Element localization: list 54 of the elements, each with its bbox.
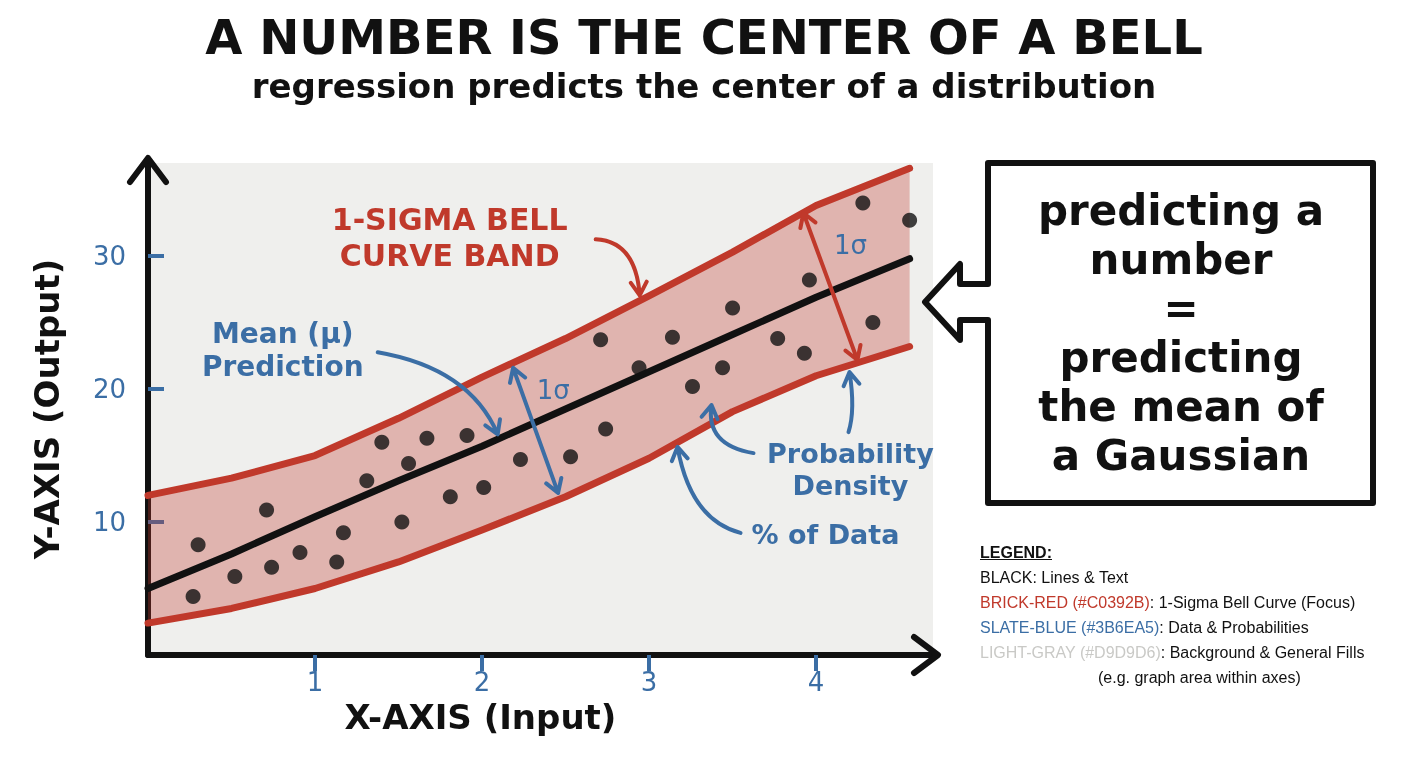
annotation: 1σ <box>832 229 868 261</box>
x-tick-label: 4 <box>807 667 825 697</box>
x-tick-label: 3 <box>640 667 658 697</box>
point <box>598 421 614 437</box>
text: LEGEND: <box>980 544 1052 561</box>
x-tick-label: 2 <box>473 667 491 697</box>
point <box>563 449 579 465</box>
point <box>796 345 812 361</box>
text: LIGHT-GRAY (#D9D9D6): Background & General Fills (e.g. graph area within axes) <box>980 644 1365 686</box>
annotation: 1-SIGMA BELL CURVE BAND <box>330 201 569 273</box>
point <box>512 452 528 468</box>
text: predicting a number = predicting the mean of a Gaussian <box>1037 185 1325 482</box>
point <box>631 360 647 376</box>
point <box>855 195 871 211</box>
x-axis-title: X-AXIS (Input) <box>344 696 617 737</box>
point <box>476 479 492 495</box>
point <box>685 378 700 394</box>
y-tick-label: 10 <box>92 507 126 538</box>
annotation: Probability Density <box>766 438 935 502</box>
point <box>374 434 390 450</box>
x-tick-label: 1 <box>306 667 324 697</box>
text: BLACK: Lines & Text <box>980 569 1129 586</box>
point <box>259 502 275 518</box>
chart-title: A NUMBER IS THE CENTER OF A BELL <box>205 9 1203 65</box>
point <box>292 545 308 561</box>
point <box>401 456 417 472</box>
point <box>442 489 458 505</box>
text: SLATE-BLUE (#3B6EA5): Data & Probabilities <box>980 619 1309 636</box>
point <box>359 473 375 489</box>
point <box>419 430 435 446</box>
point <box>394 514 410 530</box>
point <box>770 331 786 347</box>
point <box>715 360 731 376</box>
annotation: 1σ <box>535 374 571 406</box>
point <box>329 554 345 570</box>
annotation: Mean (μ) Prediction <box>200 317 365 384</box>
chart-subtitle: regression predicts the center of a distribution <box>251 66 1157 106</box>
y-tick-label: 30 <box>92 241 126 272</box>
point <box>190 537 206 553</box>
point <box>865 315 881 331</box>
point <box>902 212 918 228</box>
point <box>459 428 475 444</box>
point <box>593 332 609 348</box>
y-tick-label: 20 <box>92 374 126 405</box>
point <box>801 272 817 288</box>
point <box>227 569 243 585</box>
point <box>725 300 741 316</box>
point <box>264 559 280 575</box>
point <box>335 525 351 541</box>
text: BRICK-RED (#C0392B): 1-Sigma Bell Curve (Focus) <box>980 594 1356 611</box>
point <box>664 329 680 345</box>
point <box>185 589 201 604</box>
y-axis-title: Y-AXIS (Output) <box>27 258 67 561</box>
annotation: % of Data <box>750 518 901 551</box>
